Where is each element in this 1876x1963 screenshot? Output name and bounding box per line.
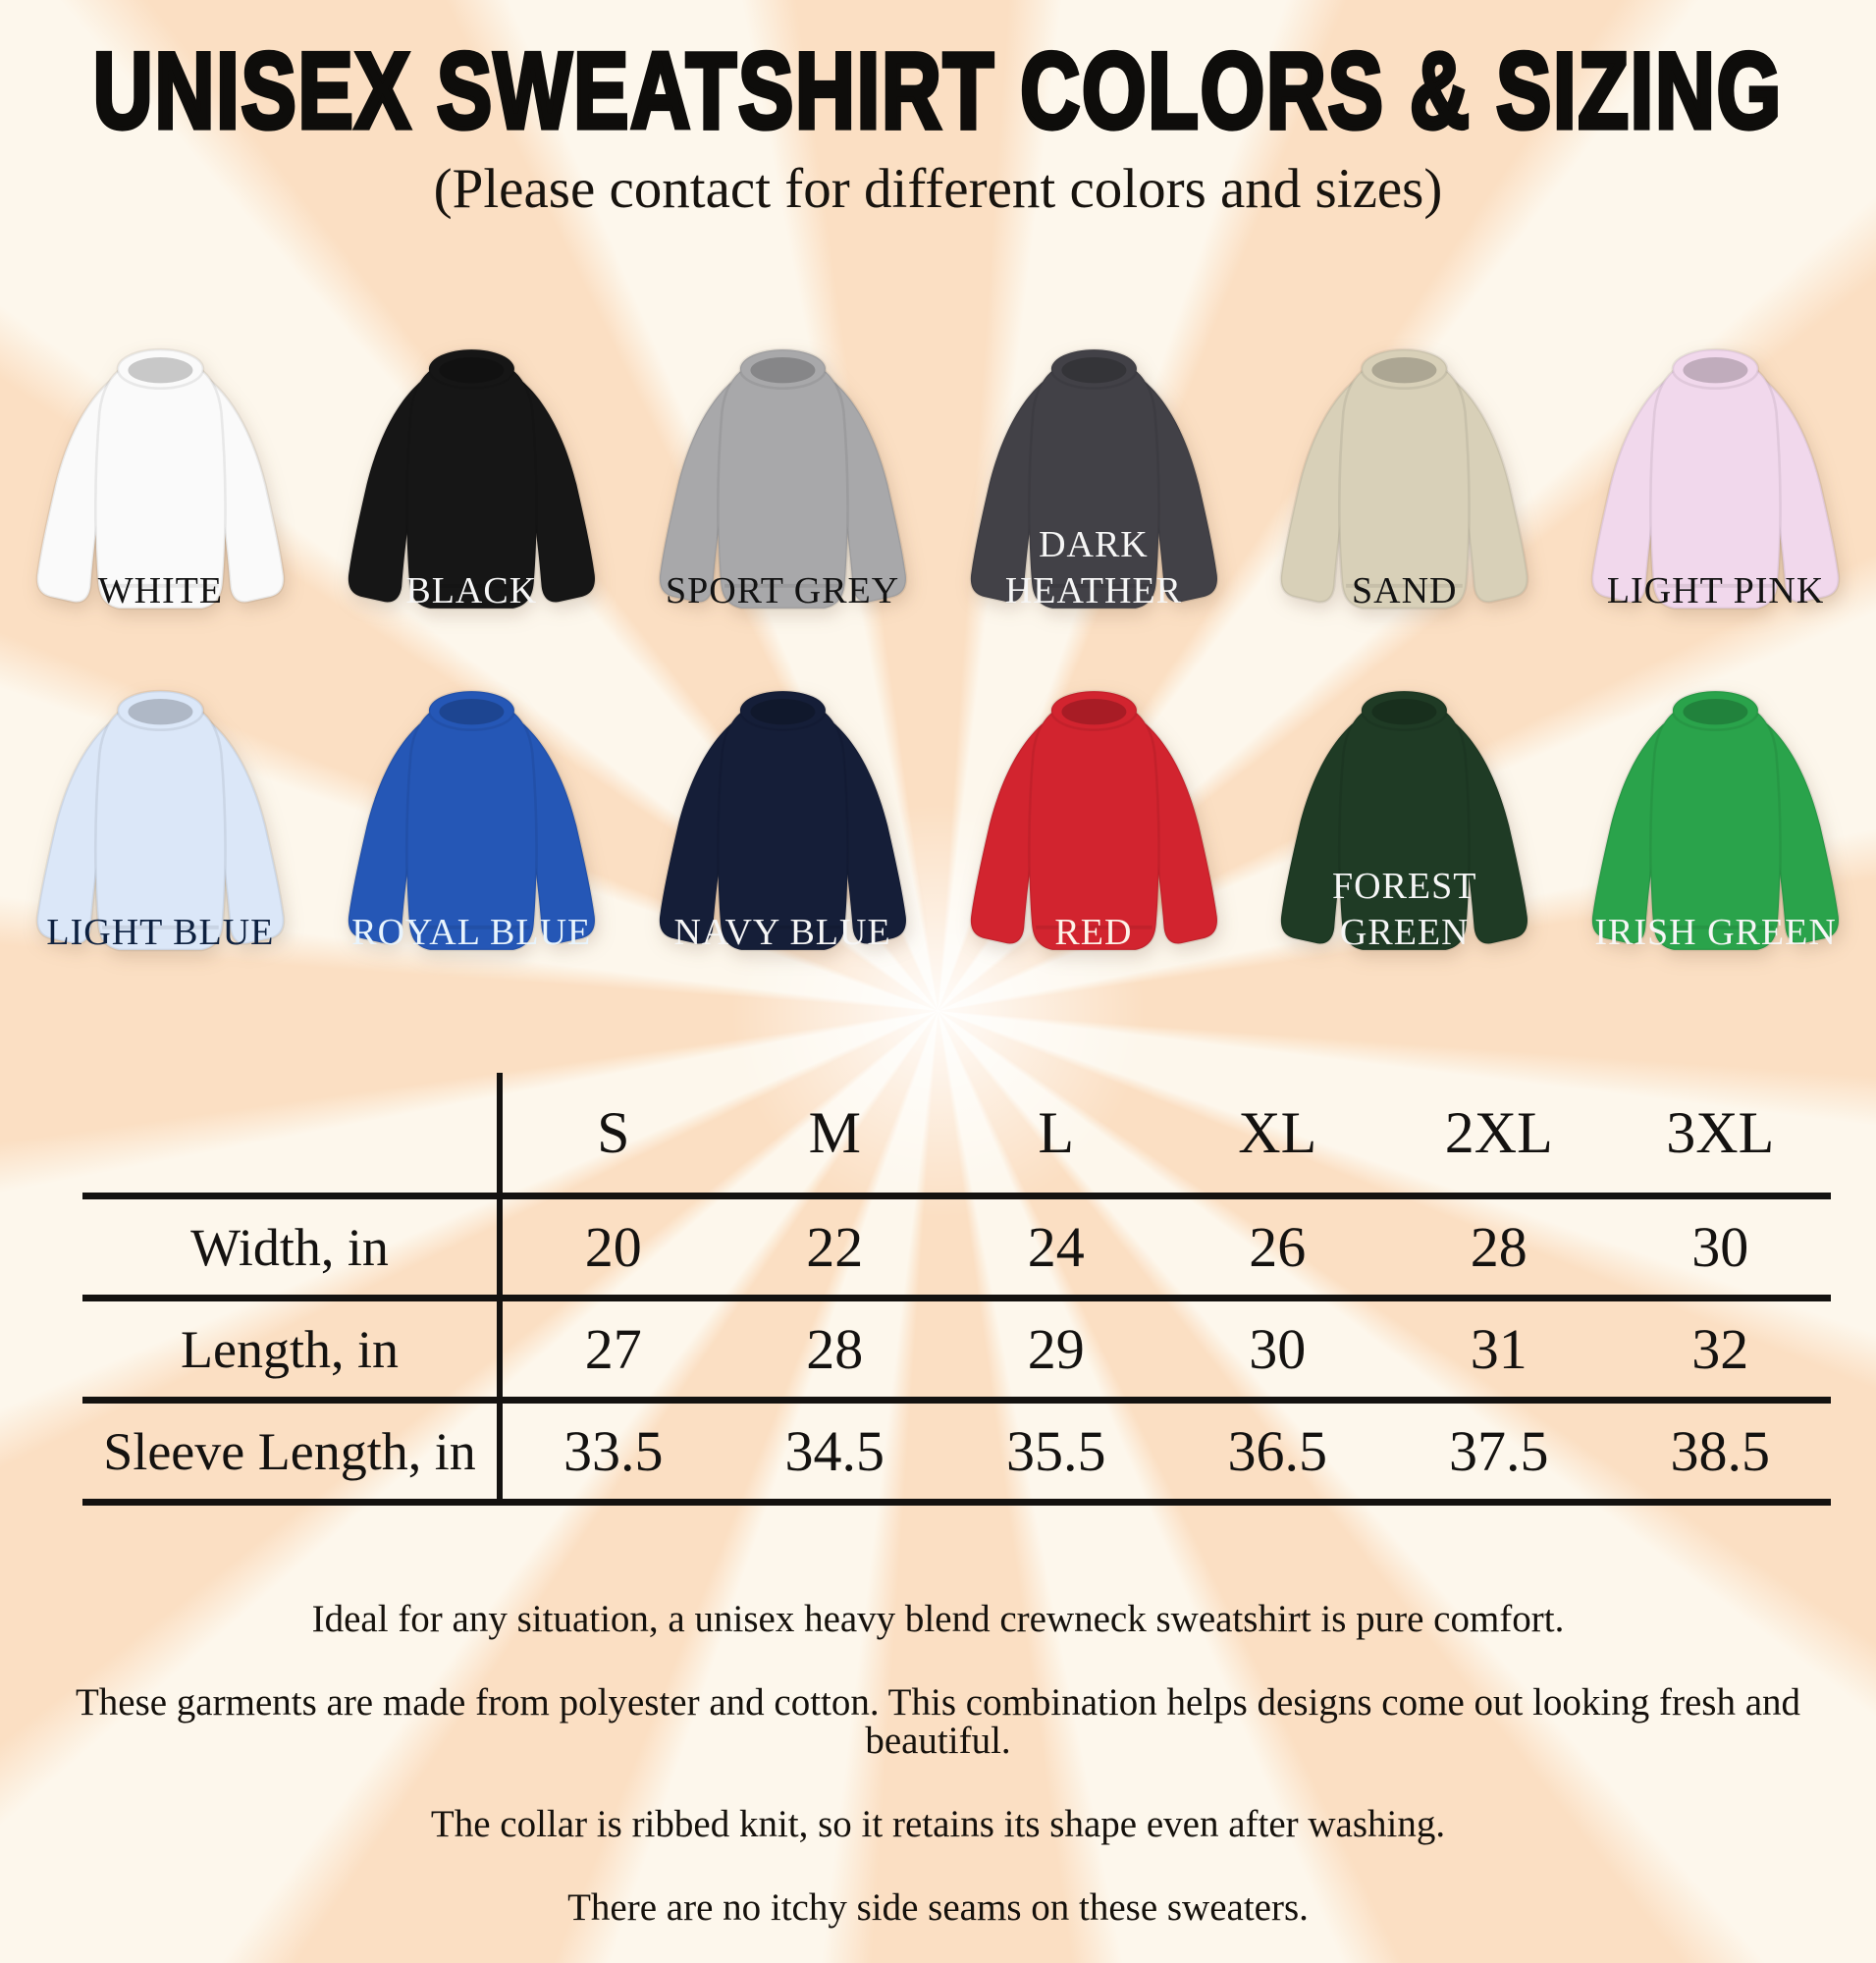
size-chart-row-length: Length, in 27 28 29 30 31 32 [82,1301,1831,1404]
size-chart-table: S M L XL 2XL 3XL Width, in 20 22 24 26 2… [82,1073,1831,1506]
size-value: 34.5 [784,1419,885,1483]
swatch-navy-blue: NAVY BLUE [630,670,936,971]
size-column-header: XL [1238,1099,1317,1165]
swatch-forest-green: FOREST GREEN [1252,670,1557,971]
size-chart-row-width: Width, in 20 22 24 26 28 30 [82,1199,1831,1301]
color-swatch-grid: WHITE BLACK SPORT GREY DARK HEATHER SAND… [8,329,1868,971]
product-notes: Ideal for any situation, a unisex heavy … [0,1580,1876,1927]
swatch-label: RED [1054,911,1133,953]
page-title: UNISEX SWEATSHIRT COLORS & SIZING [91,28,1784,153]
swatch-royal-blue: ROYAL BLUE [319,670,624,971]
swatch-label: DARK HEATHER [1004,524,1182,611]
swatch-red: RED [941,670,1247,971]
size-chart-corner-cell [82,1073,503,1193]
size-value: 28 [806,1317,864,1381]
swatch-label: BLACK [405,569,538,611]
swatch-label: FOREST GREEN [1332,866,1477,953]
size-value: 36.5 [1227,1419,1328,1483]
size-value: 38.5 [1670,1419,1771,1483]
swatch-label: SPORT GREY [665,569,900,611]
size-value: 33.5 [563,1419,664,1483]
product-note: These garments are made from polyester a… [75,1681,1801,1762]
size-value: 20 [584,1215,642,1279]
size-chart-row-sleeve: Sleeve Length, in 33.5 34.5 35.5 36.5 37… [82,1404,1831,1506]
swatch-irish-green: IRISH GREEN [1563,670,1868,971]
swatch-light-pink: LIGHT PINK [1563,329,1868,629]
size-value: 28 [1470,1215,1528,1279]
size-value: 31 [1470,1317,1528,1381]
size-value: 30 [1691,1215,1749,1279]
size-column-header: S [597,1099,630,1165]
swatch-label: NAVY BLUE [673,911,891,953]
swatch-black: BLACK [319,329,624,629]
swatch-label: LIGHT BLUE [46,911,275,953]
swatch-label: ROYAL BLUE [351,911,592,953]
size-value: 24 [1027,1215,1085,1279]
page-subtitle: (Please contact for different colors and… [433,158,1443,220]
size-column-header: 2XL [1444,1099,1553,1165]
size-value: 29 [1027,1317,1085,1381]
swatch-dark-heather: DARK HEATHER [941,329,1247,629]
size-value: 35.5 [1006,1419,1106,1483]
swatch-sand: SAND [1252,329,1557,629]
size-chart-header-row: S M L XL 2XL 3XL [82,1073,1831,1199]
size-value: 30 [1249,1317,1307,1381]
swatch-white: WHITE [8,329,313,629]
product-note: The collar is ribbed knit, so it retains… [430,1803,1446,1845]
size-value: 32 [1691,1317,1749,1381]
swatch-label: SAND [1352,569,1458,611]
row-label: Width, in [82,1199,503,1295]
size-column-header: 3XL [1666,1099,1775,1165]
row-label: Sleeve Length, in [82,1404,503,1499]
row-label: Length, in [82,1301,503,1397]
swatch-sport-grey: SPORT GREY [630,329,936,629]
size-value: 22 [806,1215,864,1279]
size-column-header: M [808,1099,861,1165]
swatch-label: WHITE [97,569,224,611]
size-value: 27 [584,1317,642,1381]
swatch-label: LIGHT PINK [1606,569,1825,611]
product-note: There are no itchy side seams on these s… [567,1886,1309,1929]
size-value: 26 [1249,1215,1307,1279]
size-value: 37.5 [1449,1419,1549,1483]
swatch-light-blue: LIGHT BLUE [8,670,313,971]
swatch-label: IRISH GREEN [1594,911,1837,953]
product-note: Ideal for any situation, a unisex heavy … [311,1598,1565,1640]
size-column-header: L [1038,1099,1075,1165]
